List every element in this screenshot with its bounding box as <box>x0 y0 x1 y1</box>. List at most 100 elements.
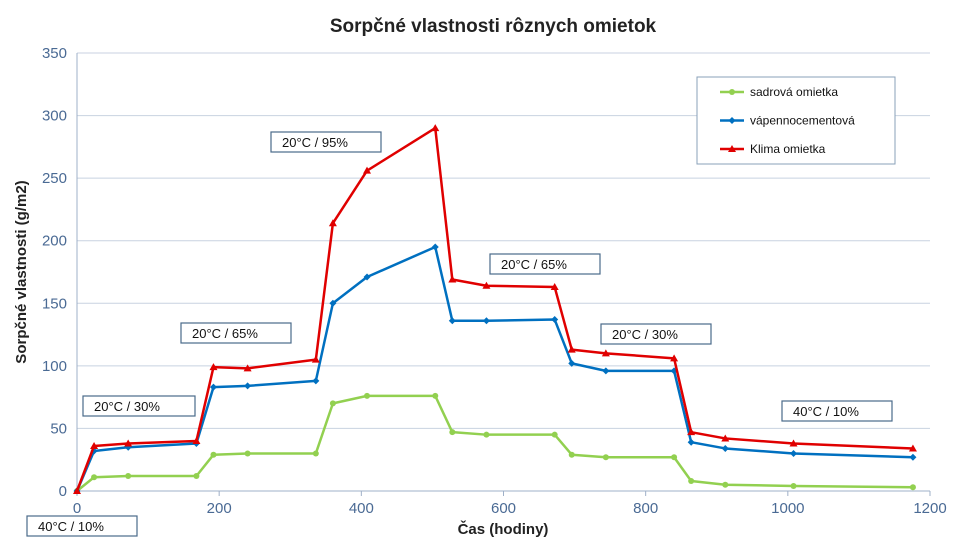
data-point <box>431 243 439 251</box>
data-point <box>209 383 217 391</box>
data-point <box>909 484 916 491</box>
data-point <box>722 481 729 488</box>
legend-item: sadrová omietka <box>720 85 838 99</box>
data-point <box>908 444 917 452</box>
condition-annotation: 20°C / 30% <box>600 323 712 345</box>
x-tick-label: 0 <box>73 500 81 517</box>
data-point <box>311 355 320 363</box>
legend-marker <box>728 145 736 152</box>
data-point <box>449 429 456 436</box>
x-tick-label: 1000 <box>771 500 804 517</box>
chart-title: Sorpčné vlastnosti rôznych omietok <box>330 16 657 37</box>
data-point <box>721 444 729 452</box>
data-point <box>790 482 797 489</box>
data-point <box>790 449 798 457</box>
data-point <box>328 219 337 227</box>
data-point <box>193 472 200 479</box>
series-line <box>76 394 913 492</box>
data-point <box>551 431 558 438</box>
condition-annotation: 40°C / 10% <box>781 400 893 422</box>
data-point <box>312 377 320 385</box>
condition-annotation: 40°C / 10% <box>26 515 138 537</box>
data-point <box>243 364 252 372</box>
data-point <box>909 453 917 461</box>
annotation-box <box>26 515 138 537</box>
legend-item: Klima omietka <box>720 142 826 156</box>
data-point <box>209 363 218 371</box>
condition-annotation: 20°C / 30% <box>82 395 196 417</box>
data-point <box>363 166 372 174</box>
legend-label: Klima omietka <box>750 142 826 156</box>
legend-marker <box>729 89 735 95</box>
data-point <box>124 439 133 447</box>
annotation-box <box>82 395 196 417</box>
data-point <box>687 428 696 436</box>
legend-label: sadrová omietka <box>750 85 838 99</box>
annotation-label: 20°C / 30% <box>94 399 160 414</box>
data-point <box>329 299 337 307</box>
annotation-label: 20°C / 65% <box>192 326 258 341</box>
data-point <box>363 273 371 281</box>
y-tick-label: 350 <box>42 45 67 62</box>
y-tick-label: 200 <box>42 233 67 250</box>
data-point <box>483 431 490 438</box>
series-line <box>75 245 913 492</box>
data-point <box>568 451 575 458</box>
y-tick-label: 50 <box>50 420 67 437</box>
data-point <box>568 359 576 367</box>
y-tick-label: 250 <box>42 170 67 187</box>
data-point <box>551 316 559 324</box>
data-point <box>329 400 336 407</box>
series-2 <box>73 124 917 494</box>
x-axis-label: Čas (hodiny) <box>458 520 549 538</box>
data-point <box>602 454 609 461</box>
data-point <box>550 283 559 291</box>
data-point <box>244 450 251 457</box>
legend: sadrová omietka vápennocementová Klima omi… <box>696 76 896 165</box>
y-tick-label: 100 <box>42 358 67 375</box>
x-tick-label: 200 <box>207 500 232 517</box>
data-point <box>125 472 132 479</box>
condition-annotation: 20°C / 95% <box>270 131 382 153</box>
annotation-box <box>270 131 382 153</box>
condition-annotation: 20°C / 65% <box>489 253 601 275</box>
annotation-label: 20°C / 30% <box>612 327 678 342</box>
data-point <box>721 434 730 442</box>
data-point <box>73 487 81 494</box>
x-tick-label: 800 <box>633 500 658 517</box>
x-tick-label: 400 <box>349 500 374 517</box>
annotation-box <box>781 400 893 422</box>
data-point <box>602 367 610 375</box>
data-point <box>432 392 439 399</box>
x-tick-label: 1200 <box>913 500 946 517</box>
data-point <box>482 281 491 289</box>
data-point <box>448 275 457 283</box>
y-tick-label: 150 <box>42 295 67 312</box>
data-point <box>244 382 252 390</box>
data-point <box>601 349 610 357</box>
data-point <box>192 436 201 444</box>
annotation-box <box>600 323 712 345</box>
data-point <box>312 450 319 457</box>
annotation-label: 20°C / 95% <box>282 135 348 150</box>
data-point <box>431 124 440 132</box>
data-point <box>210 451 217 458</box>
legend-label: vápennocementová <box>750 114 855 128</box>
data-point <box>482 317 490 325</box>
data-point <box>688 477 695 484</box>
legend-item: vápennocementová <box>720 114 855 128</box>
annotation-box <box>180 322 292 344</box>
data-point <box>364 392 371 399</box>
series-line <box>75 126 913 492</box>
y-axis-label: Sorpčné vlastnosti (g/m2) <box>13 180 30 363</box>
annotation-label: 20°C / 65% <box>501 257 567 272</box>
data-point <box>687 438 695 446</box>
annotation-box <box>489 253 601 275</box>
data-point <box>90 441 99 449</box>
legend-marker <box>728 117 736 124</box>
annotation-label: 40°C / 10% <box>793 404 859 419</box>
y-tick-label: 0 <box>59 483 67 500</box>
data-point <box>448 317 456 325</box>
